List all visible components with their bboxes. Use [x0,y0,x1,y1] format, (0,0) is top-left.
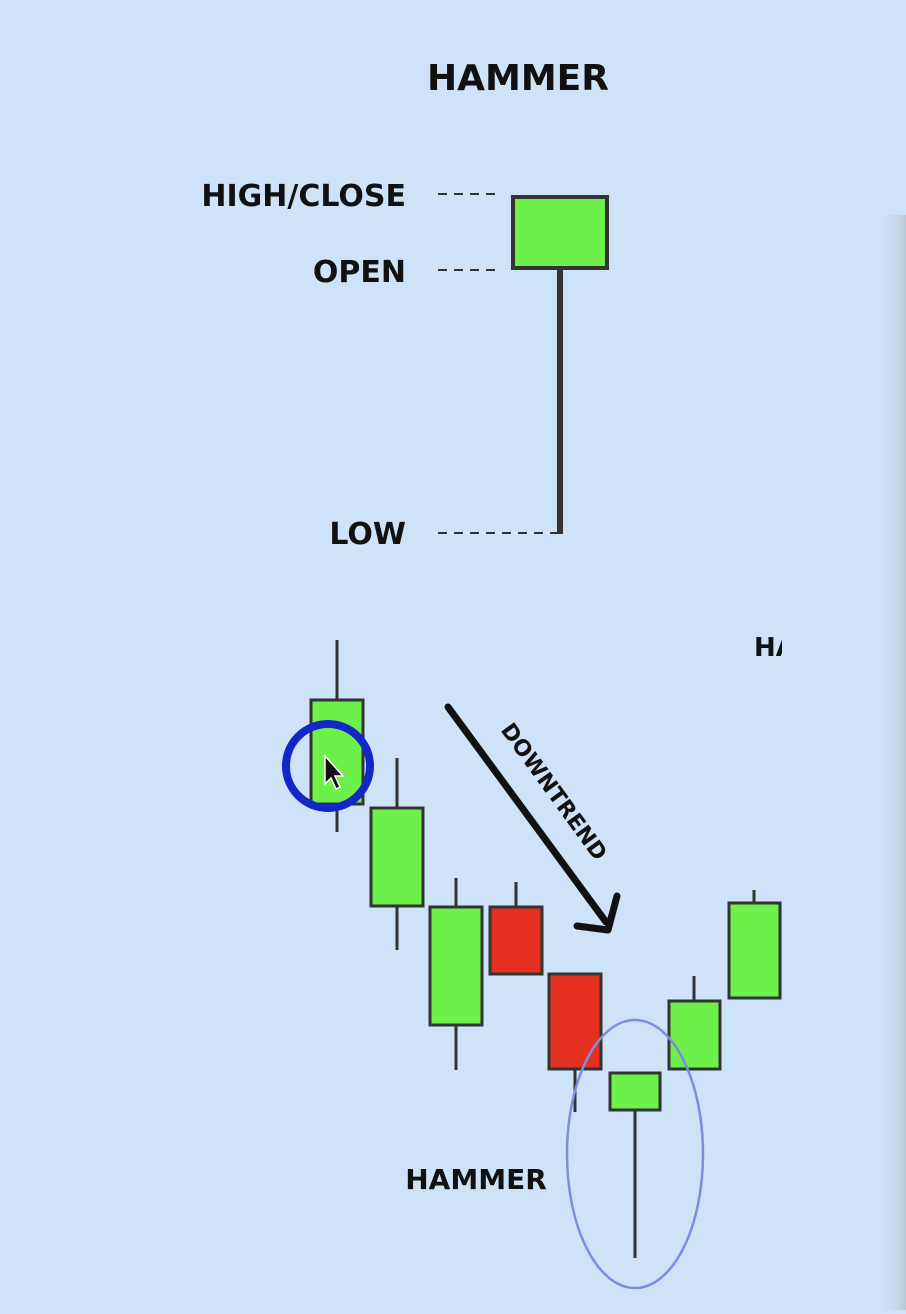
hammer-body [511,195,609,270]
label-high-close: HIGH/CLOSE [201,179,406,214]
clipped-heading: HA [754,633,796,663]
candle-2 [369,758,425,950]
candle-4 [488,882,544,976]
candle-3 [428,878,484,1070]
diagram-title: HAMMER [427,58,609,99]
candle-8-body [727,901,782,1000]
candle-6-hammer [608,1071,662,1258]
hammer-anatomy-candle [511,195,609,534]
right-edge-shadow [884,215,906,1310]
arrow-down-right-icon [444,703,621,934]
hammer-highlight-ellipse [565,1018,705,1290]
candle-7 [667,976,722,1071]
candle-5-body [547,972,603,1071]
candle-8 [727,890,782,1000]
candle-5 [547,972,603,1112]
candle-3-body [428,905,484,1027]
label-low: LOW [329,517,406,552]
hammer-pattern-label: HAMMER [405,1163,547,1196]
candle-7-body [667,999,722,1071]
label-open: OPEN [313,255,406,290]
candle-6-body [608,1071,662,1112]
mouse-pointer-icon [324,754,345,791]
candle-4-body [488,905,544,976]
candle-2-body [369,806,425,908]
cursor-highlight-ring [282,720,374,812]
